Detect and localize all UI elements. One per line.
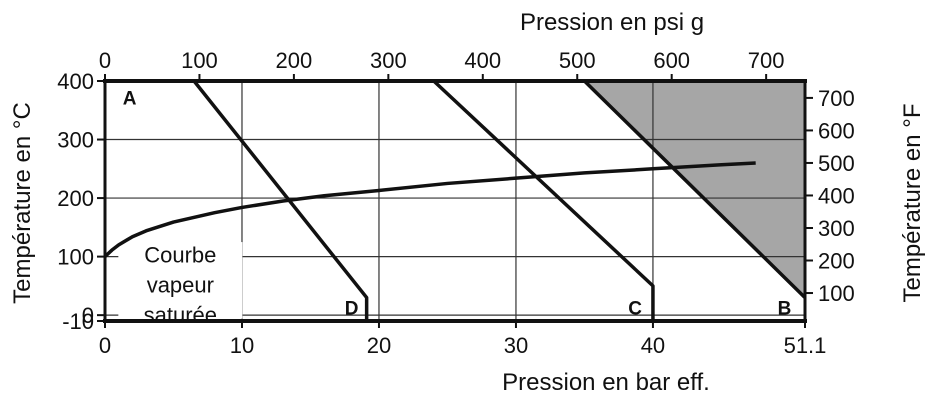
annotation-line-0: Courbe bbox=[144, 242, 216, 267]
tick-label-x-top-7: 700 bbox=[748, 48, 785, 73]
grid-layer bbox=[105, 81, 805, 321]
tick-label-x-top-1: 100 bbox=[181, 48, 218, 73]
x-axis-top-title: Pression en psi g bbox=[520, 9, 704, 36]
tick-label-x-bottom-5: 51.1 bbox=[784, 333, 827, 358]
tick-layer: 0 10 20 30 40 51.10 100 200 300 400 500 600 700-1001… bbox=[57, 48, 854, 358]
tick-label-y-left-2: 100 bbox=[57, 245, 94, 270]
series-line-courbe-vapeur-satur-e bbox=[103, 161, 756, 258]
annotation-line-2: saturée bbox=[144, 302, 217, 327]
tick-label-y-left-3: 200 bbox=[57, 186, 94, 211]
x-axis-bottom-title: Pression en bar eff. bbox=[502, 369, 710, 396]
tick-label-y-right-4: 500 bbox=[818, 151, 855, 176]
tick-label-y-right-3: 400 bbox=[818, 183, 855, 208]
tick-label-x-bottom-0: 0 bbox=[99, 333, 111, 358]
tick-label-y-right-1: 200 bbox=[818, 249, 855, 274]
tick-label-y-left-1: 0 bbox=[82, 303, 94, 328]
tick-label-x-bottom-2: 20 bbox=[367, 333, 391, 358]
frame-layer bbox=[103, 79, 807, 323]
y-axis-right-title: Température en °F bbox=[899, 103, 926, 302]
tick-label-y-left-5: 400 bbox=[57, 69, 94, 94]
series-line-c bbox=[432, 79, 655, 321]
tick-label-y-right-6: 700 bbox=[818, 86, 855, 111]
tick-label-x-top-2: 200 bbox=[276, 48, 313, 73]
label-layer: A B C D Courbe vapeur saturée bbox=[123, 88, 792, 327]
region-label-c: C bbox=[628, 299, 642, 320]
region-label-a: A bbox=[123, 88, 137, 109]
tick-label-y-right-5: 600 bbox=[818, 118, 855, 143]
annotation-background bbox=[118, 242, 243, 319]
tick-label-y-left-0: -10 bbox=[62, 309, 94, 334]
tick-label-y-right-2: 300 bbox=[818, 216, 855, 241]
tick-label-x-top-5: 500 bbox=[559, 48, 596, 73]
region-label-b: B bbox=[778, 299, 792, 320]
tick-label-y-left-4: 300 bbox=[57, 128, 94, 153]
tick-label-x-top-3: 300 bbox=[370, 48, 407, 73]
annotation-line-1: vapeur bbox=[147, 272, 214, 297]
series-layer bbox=[103, 79, 807, 321]
tick-label-x-bottom-1: 10 bbox=[230, 333, 254, 358]
tick-label-x-bottom-4: 40 bbox=[641, 333, 665, 358]
tick-label-y-right-0: 100 bbox=[818, 281, 855, 306]
region-label-d: D bbox=[345, 299, 359, 320]
tick-label-x-top-0: 0 bbox=[99, 48, 111, 73]
series-line-b bbox=[583, 79, 807, 299]
tick-label-x-bottom-3: 30 bbox=[504, 333, 528, 358]
series-line-d bbox=[192, 79, 369, 321]
tick-label-x-top-4: 400 bbox=[464, 48, 501, 73]
tick-label-x-top-6: 600 bbox=[653, 48, 690, 73]
y-axis-left-title: Température en °C bbox=[9, 102, 36, 304]
